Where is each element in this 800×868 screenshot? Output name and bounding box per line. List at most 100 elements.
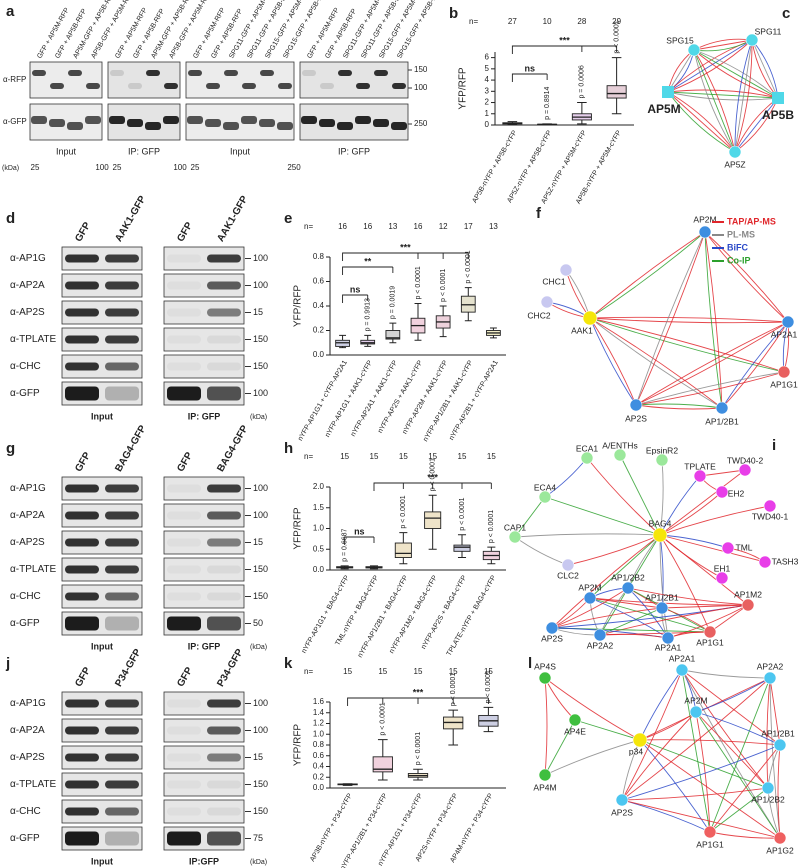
blot-block — [61, 300, 143, 325]
node-label: AP2M — [578, 582, 601, 592]
p-value: p < 0.0001 — [459, 497, 466, 530]
whisker — [399, 532, 408, 544]
y-tick-label: 0.8 — [313, 252, 325, 261]
network-edge — [659, 534, 729, 549]
network-edge — [659, 534, 711, 633]
network-node — [652, 527, 668, 543]
band — [167, 335, 201, 344]
y-tick-label: 0.0 — [313, 565, 325, 574]
whisker — [389, 322, 397, 331]
node-label: AP1G2 — [766, 845, 794, 855]
network-edge — [667, 39, 753, 93]
y-tick-label: 0.0 — [313, 350, 325, 359]
x-tick-label: nYFP-AP2B1 + cYFP-AP2A1 — [448, 359, 500, 441]
network-node — [741, 598, 755, 612]
mw-label: 150 — [414, 65, 428, 74]
x-tick-label: nYFP-AP1/2B1 + AAK1-cYFP — [422, 359, 474, 443]
band — [355, 116, 371, 124]
band — [242, 83, 256, 89]
mw-label: 150 — [253, 591, 268, 601]
n-value: 15 — [399, 452, 408, 461]
band — [207, 807, 241, 816]
whisker — [377, 771, 388, 781]
band — [65, 362, 99, 371]
whisker — [457, 551, 467, 559]
mw-label: 100 — [253, 280, 268, 290]
network-edge — [639, 669, 683, 741]
x-tick-label: nYFP-AP1G1 + cYFP-AP2A1 — [297, 359, 349, 442]
lane-label: P34-GFP — [215, 647, 246, 689]
network-edge — [551, 604, 749, 629]
network-edge — [667, 91, 736, 153]
lane-label: GFP — [73, 665, 93, 689]
network-node — [745, 33, 759, 47]
band — [68, 70, 82, 76]
blot-block — [163, 503, 245, 528]
y-tick-label: 0.2 — [313, 326, 325, 335]
band — [207, 616, 241, 631]
band — [105, 780, 139, 789]
network-node — [777, 365, 791, 379]
band — [167, 807, 201, 816]
network-edge — [635, 371, 785, 406]
band — [278, 83, 292, 89]
n-label: n= — [304, 452, 313, 461]
n-value: 15 — [428, 452, 437, 461]
sig-bracket — [342, 294, 369, 303]
node-label: AP1/2B1 — [705, 416, 739, 426]
blot-block — [163, 273, 245, 298]
legend-label: Co-IP — [727, 255, 751, 265]
y-tick-label: 1.0 — [313, 729, 325, 738]
n-value: 29 — [612, 17, 621, 26]
network-edge — [695, 677, 771, 713]
lane-label: AAK1-GFP — [215, 194, 250, 244]
band — [391, 122, 407, 130]
band — [105, 616, 139, 631]
node-label: TML — [736, 542, 753, 552]
whisker — [339, 334, 347, 341]
y-tick-label: 5 — [485, 64, 490, 73]
p-value: p = 0.0006 — [579, 65, 586, 98]
node-label: CLC2 — [557, 570, 579, 580]
band — [207, 753, 241, 762]
network-edge — [621, 799, 711, 833]
band — [105, 565, 139, 574]
band — [167, 726, 201, 735]
mw-label: 150 — [253, 779, 268, 789]
band — [163, 116, 179, 124]
lane-label: GFP — [73, 220, 93, 244]
y-tick-label: 0 — [485, 120, 490, 129]
group-label: Input — [230, 146, 251, 156]
blot-block — [61, 476, 143, 501]
band — [241, 116, 257, 124]
network-edge — [589, 231, 706, 319]
network-node — [763, 671, 777, 685]
n-value: 12 — [439, 222, 448, 231]
node-label: SPG15 — [666, 35, 694, 45]
blot-block — [163, 557, 245, 582]
network-node — [761, 781, 775, 795]
band — [105, 511, 139, 520]
blot-block — [163, 745, 245, 770]
network-edge — [544, 677, 548, 776]
band — [392, 83, 406, 89]
p-value: p < 0.0001 — [380, 702, 387, 735]
band — [65, 308, 99, 317]
legend-label: PL-MS — [727, 229, 755, 239]
whisker — [364, 334, 372, 341]
band — [105, 753, 139, 762]
network-edge — [659, 505, 771, 536]
box — [372, 756, 393, 773]
mw-label: 100 — [253, 725, 268, 735]
network-node — [583, 591, 597, 605]
sig-bracket — [342, 266, 394, 275]
whisker — [413, 768, 423, 774]
network-edge — [621, 677, 771, 801]
mw-label: 150 — [253, 361, 268, 371]
network-node — [698, 225, 712, 239]
node-label: AP4E — [564, 726, 586, 736]
n-label: n= — [469, 17, 478, 26]
panel-label: c — [782, 5, 790, 22]
node-label: AP1/2B1 — [645, 592, 679, 602]
